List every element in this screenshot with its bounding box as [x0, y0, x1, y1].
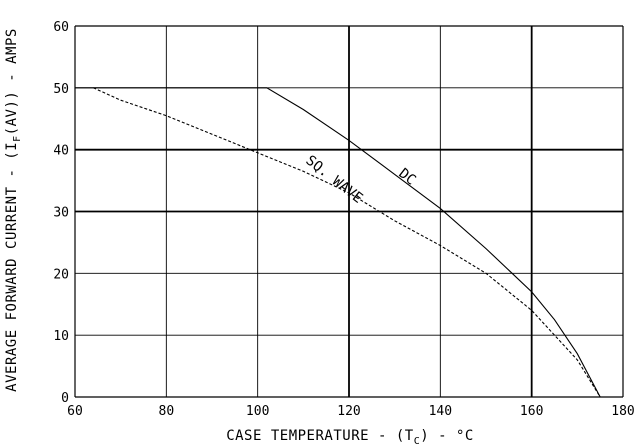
tick-labels: 60 80 100 120 140 160 180 0 10 20 30 40 50 60 [53, 20, 634, 419]
y-axis-title-main: AVERAGE FORWARD CURRENT - (I [4, 142, 20, 392]
x-tick-label-160: 160 [520, 404, 543, 419]
x-axis-title-main: CASE TEMPERATURE - (T [226, 428, 414, 444]
y-axis-title-sub: F [12, 135, 23, 142]
y-axis-title: AVERAGE FORWARD CURRENT - (IF(AV)) - AMP… [4, 28, 23, 392]
y-tick-label-40: 40 [53, 144, 69, 159]
y-tick-label-30: 30 [53, 206, 69, 221]
curves [75, 87, 601, 398]
y-tick-label-60: 60 [53, 20, 69, 35]
x-tick-label-120: 120 [337, 404, 360, 419]
x-axis-title-sub: C [414, 436, 421, 445]
x-tick-label-100: 100 [246, 404, 269, 419]
curve-label-dc: DC [396, 166, 419, 189]
y-tick-label-50: 50 [53, 82, 69, 97]
x-tick-label-80: 80 [159, 404, 175, 419]
series-line-dc [75, 87, 601, 398]
x-tick-label-60: 60 [67, 404, 83, 419]
x-tick-label-180: 180 [611, 404, 634, 419]
grid [74, 25, 624, 398]
y-axis-title-tail: (AV)) - AMPS [4, 28, 20, 135]
x-axis-title-tail: ) - °C [420, 428, 474, 444]
x-axis-title: CASE TEMPERATURE - (TC) - °C [226, 428, 474, 445]
y-tick-label-10: 10 [53, 329, 69, 344]
curve-label-sq-wave: SQ. WAVE [303, 153, 366, 207]
y-tick-label-0: 0 [61, 391, 69, 406]
y-tick-label-20: 20 [53, 267, 69, 282]
series-line-sq-wave [93, 87, 601, 398]
x-tick-label-140: 140 [429, 404, 452, 419]
